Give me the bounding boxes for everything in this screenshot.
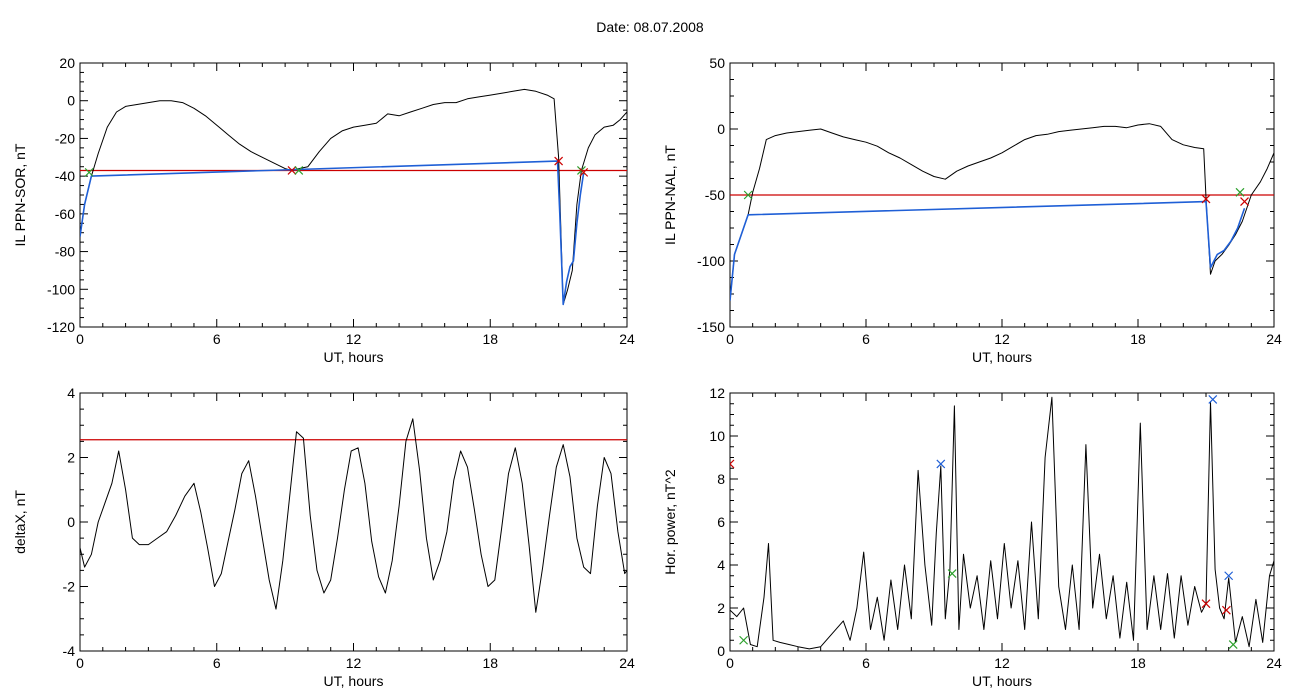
series-line-1 bbox=[730, 200, 1246, 301]
x-tick-label: 18 bbox=[482, 331, 498, 347]
event-marker bbox=[579, 167, 589, 177]
x-tick-label: 6 bbox=[862, 331, 870, 347]
event-marker bbox=[294, 166, 304, 175]
y-tick-label: -2 bbox=[63, 579, 76, 595]
event-marker bbox=[1221, 605, 1231, 615]
y-tick-label: 10 bbox=[709, 428, 725, 444]
x-axis-label: UT, hours bbox=[324, 673, 384, 689]
x-tick-label: 18 bbox=[482, 655, 498, 671]
y-tick-label: 0 bbox=[717, 121, 725, 137]
series-line-0 bbox=[730, 396, 1274, 650]
y-tick-label: -100 bbox=[697, 253, 725, 269]
chart-panel-top-left: 0 6 12 18 24 -120 -100 -80 -60 -40 -20 0 20 UT, hours… bbox=[12, 55, 635, 365]
series-line-1 bbox=[80, 160, 585, 306]
y-tick-label: -80 bbox=[55, 244, 75, 260]
event-marker bbox=[554, 156, 564, 166]
event-marker bbox=[947, 569, 957, 579]
page-title: Date: 08.07.2008 bbox=[596, 19, 704, 35]
y-axis-label: Hor. power, nT^2 bbox=[662, 469, 678, 575]
event-marker bbox=[936, 459, 946, 469]
plot-area bbox=[730, 123, 1274, 301]
x-tick-label: 6 bbox=[213, 331, 221, 347]
y-tick-label: -120 bbox=[47, 319, 75, 335]
x-tick-label: 24 bbox=[619, 331, 635, 347]
y-tick-label: 2 bbox=[67, 450, 75, 466]
x-tick-label: 6 bbox=[862, 655, 870, 671]
x-tick-label: 12 bbox=[994, 331, 1010, 347]
y-tick-label: 0 bbox=[67, 93, 75, 109]
y-tick-label: -150 bbox=[697, 319, 725, 335]
plot-frame bbox=[79, 62, 628, 328]
x-tick-label: 24 bbox=[619, 655, 635, 671]
y-tick-label: -60 bbox=[55, 206, 75, 222]
plot-area bbox=[80, 88, 627, 306]
y-tick-label: -4 bbox=[63, 643, 76, 659]
event-marker bbox=[730, 459, 735, 469]
series-line-0 bbox=[80, 418, 627, 613]
x-tick-label: 0 bbox=[726, 655, 734, 671]
y-tick-label: 2 bbox=[717, 600, 725, 616]
y-tick-label: -40 bbox=[55, 168, 75, 184]
x-tick-label: 18 bbox=[1130, 655, 1146, 671]
x-tick-label: 0 bbox=[76, 331, 84, 347]
y-tick-label: -20 bbox=[55, 130, 75, 146]
event-marker bbox=[1201, 194, 1211, 204]
event-marker bbox=[1201, 599, 1211, 609]
x-tick-label: 6 bbox=[213, 655, 221, 671]
series-line-0 bbox=[80, 88, 627, 305]
x-tick-label: 24 bbox=[1266, 655, 1282, 671]
y-tick-label: 20 bbox=[59, 55, 75, 71]
event-marker bbox=[739, 635, 749, 645]
event-marker bbox=[84, 167, 94, 177]
plot-frame bbox=[729, 392, 1275, 652]
y-tick-label: 4 bbox=[67, 385, 75, 401]
event-marker bbox=[1208, 395, 1218, 404]
x-tick-label: 0 bbox=[726, 331, 734, 347]
x-tick-label: 12 bbox=[346, 331, 362, 347]
plot-area bbox=[80, 418, 627, 613]
x-tick-label: 18 bbox=[1130, 331, 1146, 347]
event-marker bbox=[1235, 187, 1245, 197]
series-line-0 bbox=[730, 123, 1274, 301]
x-tick-label: 12 bbox=[346, 655, 362, 671]
y-tick-label: -100 bbox=[47, 281, 75, 297]
x-axis-label: UT, hours bbox=[324, 349, 384, 365]
x-tick-label: 12 bbox=[994, 655, 1010, 671]
event-marker bbox=[1224, 571, 1234, 581]
y-tick-label: 0 bbox=[717, 643, 725, 659]
plot-area bbox=[730, 395, 1274, 650]
y-tick-label: 6 bbox=[717, 514, 725, 530]
event-marker bbox=[743, 190, 753, 200]
x-tick-label: 24 bbox=[1266, 331, 1282, 347]
event-marker bbox=[287, 166, 297, 175]
y-axis-label: IL PPN-NAL, nT bbox=[662, 145, 678, 245]
x-axis-label: UT, hours bbox=[972, 673, 1032, 689]
chart-panel-top-right: 0 6 12 18 24 -150 -100 -50 0 50 UT, hours IL PPN-NA… bbox=[662, 55, 1282, 365]
y-tick-label: 4 bbox=[717, 557, 725, 573]
y-tick-label: 12 bbox=[709, 385, 725, 401]
x-axis-label: UT, hours bbox=[972, 349, 1032, 365]
event-marker bbox=[1240, 197, 1249, 207]
y-tick-label: -50 bbox=[705, 187, 725, 203]
y-tick-label: 8 bbox=[717, 471, 725, 487]
y-tick-label: 0 bbox=[67, 514, 75, 530]
x-tick-label: 0 bbox=[76, 655, 84, 671]
event-marker bbox=[1228, 640, 1238, 649]
y-axis-label: IL PPN-SOR, nT bbox=[12, 143, 28, 246]
plot-frame bbox=[79, 392, 628, 652]
y-axis-label: deltaX, nT bbox=[12, 490, 28, 554]
y-tick-label: 50 bbox=[709, 55, 725, 71]
